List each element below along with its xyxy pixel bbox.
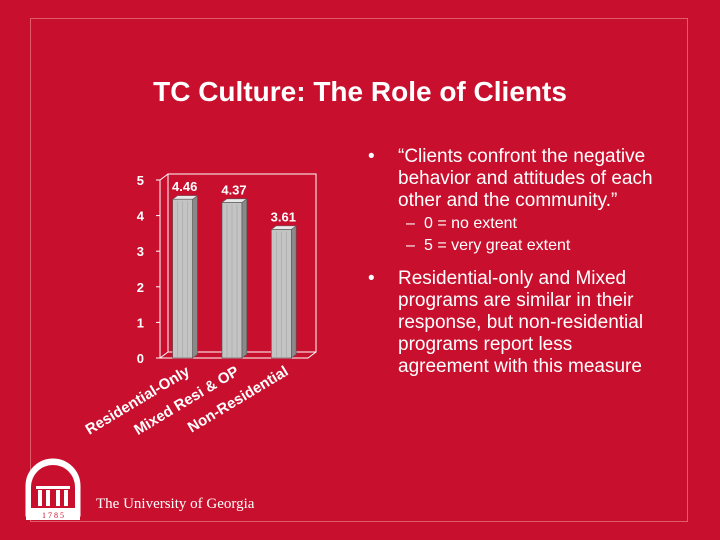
sub-bullet-text: 5 = very great extent [424,237,571,254]
bar-side [192,195,198,359]
university-arch-logo: 1 7 8 5 [25,458,81,520]
bullet-list: • “Clients confront the negative behavio… [368,146,668,378]
y-tick-label: 5 [137,173,144,188]
bullet-text: “Clients confront the negative behavior … [398,146,653,211]
sub-bullet-dash: – [406,215,415,232]
bar-side [291,225,297,359]
bullet-item: • Residential-only and Mixed programs ar… [368,268,668,378]
bar-side [241,198,248,359]
bar-top [270,225,298,230]
bar-value-label: 4.37 [221,182,246,197]
bar [221,198,248,359]
y-tick-label: 1 [137,315,144,330]
sub-bullet-dash: – [406,237,415,254]
axis-depth-line [159,173,169,181]
y-tick-label: 0 [137,351,144,366]
bullet-dot: • [368,268,375,289]
logo-year: 1 7 8 5 [42,511,64,520]
sub-bullet-text: 0 = no extent [424,215,517,232]
university-name: The University of Georgia [96,496,255,512]
bullet-item: • “Clients confront the negative behavio… [368,146,668,212]
value-labels: 4.46 4.37 3.61 [172,179,296,224]
y-tick-label: 3 [137,244,144,259]
bar-top [221,198,248,203]
bar [270,225,298,359]
bars [171,195,298,359]
slide-frame [30,18,688,522]
sub-bullet-item: – 5 = very great extent [368,236,668,256]
y-tick-label: 2 [137,280,144,295]
bar-value-label: 3.61 [271,209,296,224]
bar [171,195,199,359]
bar-value-label: 4.46 [172,179,197,194]
x-axis-line [160,351,317,359]
bullet-text: Residential-only and Mixed programs are … [398,268,644,377]
sub-bullet-item: – 0 = no extent [368,214,668,234]
y-tick-label: 4 [137,209,145,224]
slide-title: TC Culture: The Role of Clients [153,76,567,107]
bar-top [171,195,199,200]
bullet-dot: • [368,146,375,167]
bar-chart: 0 1 2 3 4 5 4.46 4.37 3.61 Residential-OnlyMixe… [83,173,317,439]
